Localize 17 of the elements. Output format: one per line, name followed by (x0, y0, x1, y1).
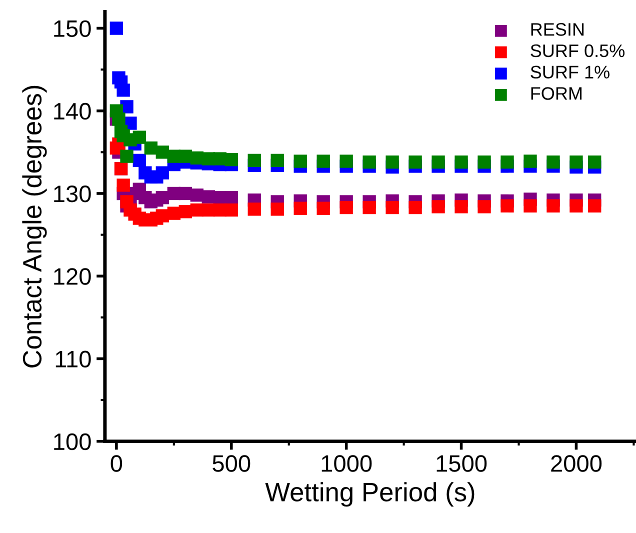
y-tick-label: 110 (56, 350, 91, 368)
y-tick-label: 120 (54, 268, 91, 285)
x-tick-label: 2000 (551, 455, 602, 472)
legend-label: RESIN (531, 23, 584, 36)
legend-label: SURF 1% (530, 66, 610, 79)
x-tick-label: 500 (212, 455, 250, 472)
y-tick-label: 150 (54, 20, 91, 38)
y-tick-label: 100 (54, 433, 91, 450)
legend-label: SURF 0.5% (530, 44, 625, 58)
legend-label: FORM (531, 87, 582, 100)
y-tick-label: 140 (54, 102, 91, 120)
y-axis-title: Contact Angle (degrees) (22, 86, 47, 368)
x-tick-label: 0 (110, 455, 122, 472)
y-tick-label: 130 (54, 186, 91, 202)
x-axis-title: Wetting Period (s) (265, 482, 474, 507)
x-tick-label: 1000 (322, 455, 372, 472)
x-tick-label: 1500 (436, 455, 487, 472)
